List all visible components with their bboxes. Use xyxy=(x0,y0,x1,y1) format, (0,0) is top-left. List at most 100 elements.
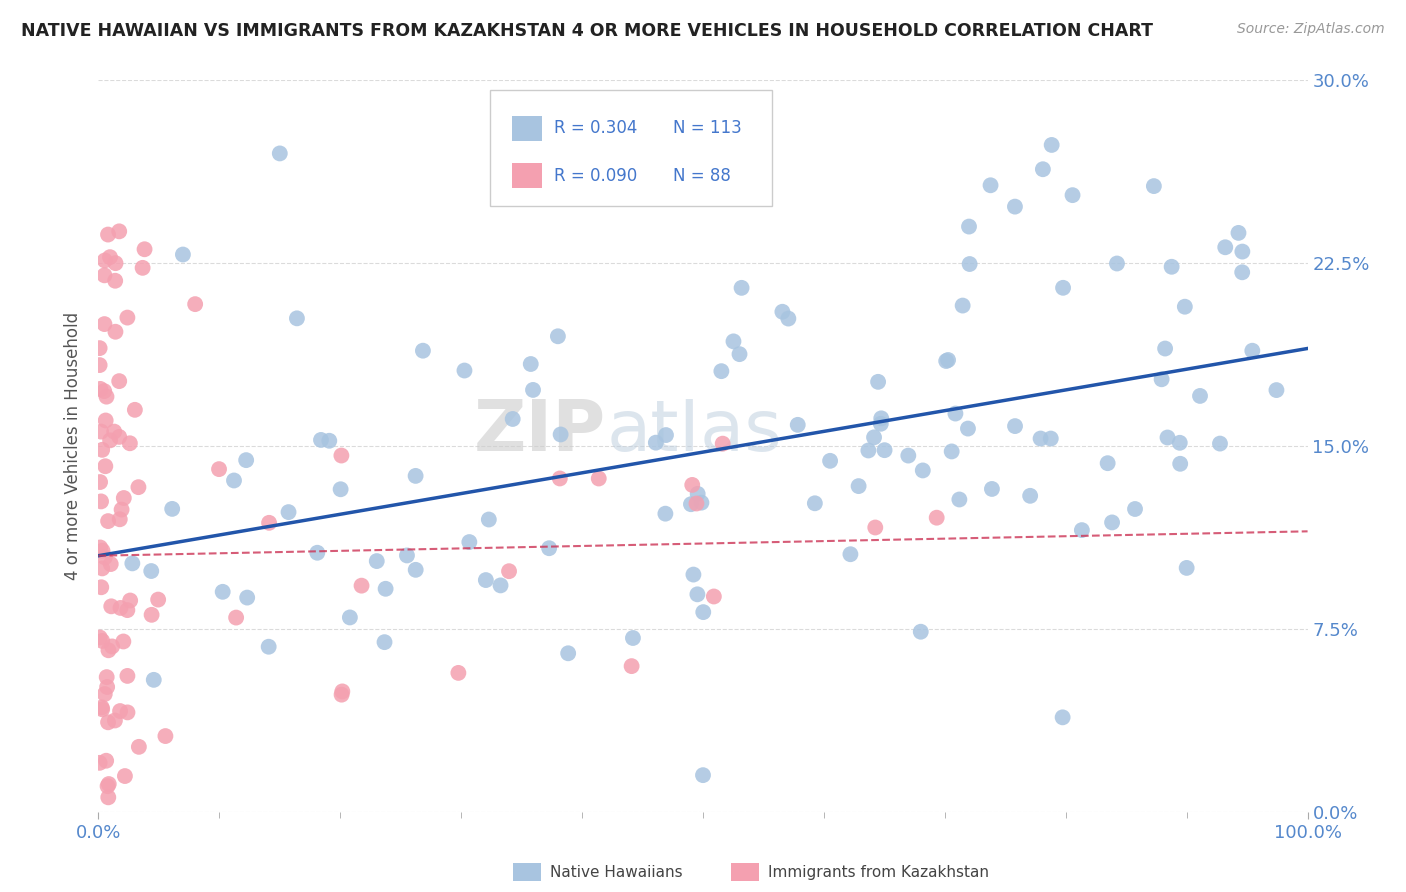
Point xyxy=(98,434,121,448)
Point xyxy=(120,593,142,607)
Point xyxy=(679,497,702,511)
Point xyxy=(686,587,709,601)
Text: atIas: atIas xyxy=(606,397,782,466)
Point xyxy=(97,227,120,242)
Point xyxy=(405,563,427,577)
Point xyxy=(155,729,177,743)
Point xyxy=(690,496,713,510)
Point xyxy=(98,250,121,264)
Point xyxy=(1101,516,1123,530)
Point xyxy=(453,363,475,377)
Point xyxy=(225,610,247,624)
Point xyxy=(96,670,118,684)
Point xyxy=(184,297,207,311)
Point xyxy=(957,219,980,234)
Point xyxy=(870,411,893,425)
Point xyxy=(980,482,1002,496)
Point xyxy=(94,459,117,474)
Point xyxy=(1105,256,1128,270)
Point xyxy=(142,673,165,687)
Point xyxy=(1156,430,1178,444)
Point xyxy=(692,768,714,782)
Point xyxy=(519,357,541,371)
Point xyxy=(330,449,353,463)
Point xyxy=(770,305,793,319)
Point xyxy=(621,631,644,645)
Point xyxy=(110,601,132,615)
Point xyxy=(172,247,194,261)
Point xyxy=(222,474,245,488)
Point xyxy=(90,425,112,439)
Text: Immigrants from Kazakhstan: Immigrants from Kazakhstan xyxy=(768,865,988,880)
Point xyxy=(100,599,122,614)
Point xyxy=(405,469,427,483)
Point xyxy=(208,462,231,476)
Point xyxy=(104,714,127,728)
Point xyxy=(778,311,800,326)
Point xyxy=(277,505,299,519)
Point xyxy=(522,383,544,397)
Point xyxy=(681,478,703,492)
Point xyxy=(257,516,280,530)
Y-axis label: 4 or more Vehicles in Household: 4 or more Vehicles in Household xyxy=(65,312,83,580)
Point xyxy=(839,547,862,561)
Point xyxy=(89,475,111,489)
Point xyxy=(644,435,666,450)
Point xyxy=(93,384,115,398)
Point xyxy=(692,170,714,185)
Point xyxy=(330,688,353,702)
Point xyxy=(96,754,118,768)
Point xyxy=(1150,372,1173,386)
Point xyxy=(366,554,388,568)
Text: NATIVE HAWAIIAN VS IMMIGRANTS FROM KAZAKHSTAN 4 OR MORE VEHICLES IN HOUSEHOLD CO: NATIVE HAWAIIAN VS IMMIGRANTS FROM KAZAK… xyxy=(21,22,1153,40)
Point xyxy=(1227,226,1250,240)
Point xyxy=(96,390,118,404)
Point xyxy=(118,436,141,450)
Point xyxy=(235,453,257,467)
Point xyxy=(1213,240,1236,254)
Point xyxy=(160,501,183,516)
Point xyxy=(108,224,131,238)
Point xyxy=(112,634,135,648)
Point xyxy=(91,561,114,575)
Point xyxy=(1209,436,1232,450)
Point xyxy=(90,580,112,594)
Point xyxy=(91,442,114,457)
Point xyxy=(818,454,841,468)
Point xyxy=(869,417,891,431)
Point xyxy=(89,631,111,645)
Point xyxy=(90,700,112,714)
Point xyxy=(1070,523,1092,537)
Point xyxy=(108,430,131,444)
Point xyxy=(863,430,886,444)
Point xyxy=(89,541,111,555)
Point xyxy=(1097,456,1119,470)
Point xyxy=(1039,432,1062,446)
Point xyxy=(1052,281,1074,295)
Point xyxy=(339,610,361,624)
Point xyxy=(502,412,524,426)
Point xyxy=(1168,457,1191,471)
Point xyxy=(1040,137,1063,152)
Point xyxy=(101,640,124,654)
Point xyxy=(550,427,572,442)
Point xyxy=(89,358,111,372)
Point xyxy=(395,549,418,563)
Point xyxy=(868,375,890,389)
Point xyxy=(682,567,704,582)
Point xyxy=(257,640,280,654)
Point xyxy=(936,353,959,368)
Point xyxy=(97,779,120,793)
Text: N = 113: N = 113 xyxy=(673,120,742,137)
Point xyxy=(97,643,120,657)
Point xyxy=(97,777,120,791)
Point xyxy=(117,669,139,683)
Point xyxy=(131,260,153,275)
Point xyxy=(97,715,120,730)
Point xyxy=(703,590,725,604)
Point xyxy=(692,605,714,619)
Point xyxy=(89,756,111,770)
Text: Source: ZipAtlas.com: Source: ZipAtlas.com xyxy=(1237,22,1385,37)
Point xyxy=(475,573,498,587)
Point xyxy=(108,704,131,718)
